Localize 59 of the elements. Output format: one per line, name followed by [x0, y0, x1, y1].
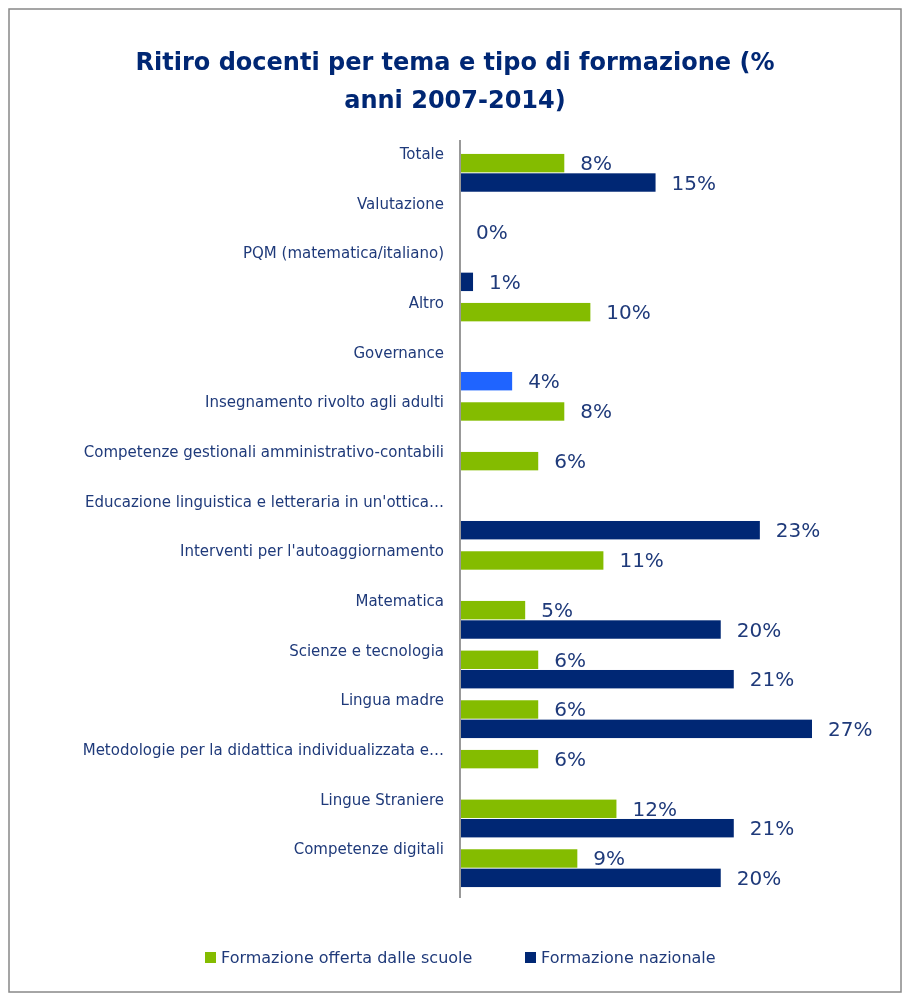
data-label: 0% — [476, 220, 508, 245]
y-tick-label: Competenze gestionali amministrativo-contabili — [83, 442, 444, 461]
chart-title: Ritiro docenti per tema e tipo di formazione (% anni 2007-2014) — [135, 48, 775, 114]
data-label: 23% — [775, 518, 821, 543]
y-tick-label: Competenze digitali — [293, 840, 444, 859]
bar — [460, 272, 474, 292]
y-tick-label: Metodologie per la didattica individualizzata e… — [82, 740, 444, 759]
y-tick-label: Lingue Straniere — [320, 790, 444, 809]
data-label: 6% — [554, 747, 586, 772]
data-label: 5% — [541, 598, 573, 623]
y-tick-label: Altro — [408, 293, 444, 312]
y-tick-label: Insegnamento rivolto agli adulti — [204, 393, 444, 412]
bar — [460, 818, 734, 838]
data-label: 12% — [632, 796, 677, 821]
bar — [460, 451, 539, 471]
data-label: 11% — [619, 548, 664, 573]
data-label: 20% — [736, 617, 782, 642]
y-tick-label: Lingua madre — [340, 691, 444, 710]
data-label: 8% — [580, 151, 613, 176]
y-tick-label: Educazione linguistica e letteraria in un'ottica… — [85, 492, 444, 511]
bar — [460, 153, 565, 173]
bar — [460, 650, 539, 670]
y-tick-label: Interventi per l'autoaggiornamento — [180, 542, 444, 561]
bar — [460, 600, 526, 620]
data-label: 15% — [671, 170, 717, 195]
bar — [460, 700, 539, 719]
legend-label: Formazione nazionale — [541, 948, 716, 967]
legend-label: Formazione offerta dalle scuole — [221, 948, 473, 967]
bar — [460, 173, 656, 192]
bar — [460, 849, 578, 868]
data-label: 9% — [593, 846, 626, 871]
y-tick-label: Totale — [398, 144, 444, 163]
data-label: 20% — [736, 865, 782, 890]
bar — [460, 868, 721, 888]
bar — [460, 669, 734, 689]
y-tick-label: Scienze e tecnologia — [289, 641, 444, 660]
data-label: 21% — [749, 667, 795, 692]
bar — [460, 302, 591, 322]
bar — [460, 371, 513, 391]
data-label: 6% — [554, 647, 586, 672]
data-label: 21% — [749, 816, 795, 841]
bar — [460, 520, 760, 540]
bar — [460, 620, 721, 639]
data-label: 1% — [489, 269, 521, 294]
data-label: 6% — [554, 449, 586, 474]
data-label: 27% — [828, 716, 873, 741]
data-label: 10% — [606, 300, 651, 325]
bar — [460, 719, 812, 739]
bar — [460, 402, 565, 421]
y-tick-label: PQM (matematica/italiano) — [243, 244, 444, 263]
bar — [460, 551, 604, 570]
bar — [460, 799, 617, 819]
data-label: 6% — [554, 697, 586, 722]
data-label: 8% — [580, 399, 613, 424]
y-tick-label: Valutazione — [357, 194, 444, 213]
data-label: 4% — [528, 369, 560, 394]
y-tick-label: Matematica — [355, 591, 444, 610]
bar — [460, 749, 539, 769]
y-tick-label: Governance — [353, 343, 444, 362]
